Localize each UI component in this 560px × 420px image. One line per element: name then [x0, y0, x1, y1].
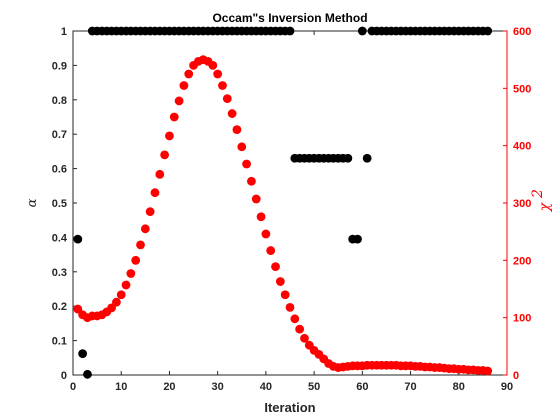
- chi2-point: [141, 224, 150, 233]
- left-y-tick-label: 0.1: [52, 336, 67, 348]
- chi2-point: [165, 132, 174, 141]
- left-y-tick-label: 0.8: [52, 95, 67, 107]
- chi2-point: [208, 61, 217, 70]
- chi2-point: [151, 188, 160, 197]
- chi2-point: [213, 70, 222, 79]
- chi2-point: [228, 109, 237, 118]
- chi2-point: [175, 97, 184, 106]
- chi2-point: [180, 81, 189, 90]
- alpha-point: [363, 154, 372, 163]
- left-y-tick-label: 0.5: [52, 198, 67, 210]
- left-y-axis-label: α: [25, 198, 40, 207]
- chi2-point: [126, 269, 135, 278]
- right-y-tick-label: 600: [513, 26, 531, 38]
- right-y-tick-label: 0: [513, 370, 519, 382]
- chi2-point: [252, 195, 261, 204]
- chi2-point: [112, 298, 121, 307]
- alpha-point: [343, 154, 352, 163]
- chi2-point: [160, 150, 169, 159]
- chi2-point: [155, 170, 164, 179]
- alpha-point: [483, 27, 492, 36]
- chi2-point: [286, 303, 295, 312]
- alpha-point: [358, 27, 367, 36]
- x-tick-label: 60: [356, 381, 368, 393]
- left-y-tick-label: 1: [61, 26, 67, 38]
- chi2-point: [131, 256, 140, 265]
- left-y-tick-label: 0.6: [52, 164, 67, 176]
- chi2-point: [261, 230, 270, 239]
- right-y-tick-label: 400: [513, 141, 531, 153]
- left-y-tick-label: 0.7: [52, 129, 67, 141]
- chi2-point: [237, 142, 246, 151]
- x-tick-label: 20: [163, 381, 175, 393]
- chi2-point: [242, 160, 251, 169]
- chi2-point: [247, 177, 256, 186]
- chi2-point: [136, 240, 145, 249]
- alpha-point: [73, 235, 82, 244]
- chi2-point: [276, 277, 285, 286]
- plot-frame: [73, 31, 507, 375]
- chi2-point: [483, 367, 492, 376]
- x-axis-label: Iteration: [264, 400, 315, 415]
- right-y-tick-label: 200: [513, 255, 531, 267]
- right-y-axis-label-main: χ: [537, 201, 553, 212]
- chi2-point: [266, 246, 275, 255]
- left-y-tick-label: 0.4: [52, 232, 68, 244]
- x-tick-label: 10: [115, 381, 127, 393]
- chi2-point: [257, 212, 266, 221]
- alpha-point: [286, 27, 295, 36]
- right-y-tick-label: 300: [513, 198, 531, 210]
- left-y-tick-label: 0.2: [52, 301, 67, 313]
- chi2-point: [170, 113, 179, 122]
- right-y-tick-label: 500: [513, 83, 531, 95]
- left-y-tick-label: 0: [61, 370, 67, 382]
- x-tick-label: 80: [453, 381, 465, 393]
- chi2-point: [290, 314, 299, 323]
- x-tick-label: 70: [404, 381, 416, 393]
- right-y-tick-label: 100: [513, 313, 531, 325]
- left-y-tick-label: 0.9: [52, 60, 67, 72]
- right-y-axis-label: χ 2: [530, 189, 553, 212]
- chi2-point: [117, 290, 126, 299]
- chi2-point: [281, 290, 290, 299]
- left-y-tick-label: 0.3: [52, 267, 67, 279]
- x-tick-label: 50: [308, 381, 320, 393]
- alpha-point: [353, 235, 362, 244]
- chi2-point: [271, 262, 280, 271]
- chart-title: Occam"s Inversion Method: [212, 11, 367, 25]
- alpha-point: [78, 349, 87, 358]
- chi2-point: [184, 70, 193, 79]
- chi2-point: [146, 207, 155, 216]
- chi2-point: [218, 81, 227, 90]
- alpha-point: [83, 370, 92, 379]
- chi2-point: [223, 94, 232, 103]
- chi2-point: [122, 281, 131, 290]
- chi2-point: [233, 125, 242, 134]
- x-tick-label: 40: [260, 381, 272, 393]
- x-tick-label: 30: [212, 381, 224, 393]
- x-tick-label: 90: [501, 381, 513, 393]
- chi2-point: [295, 325, 304, 334]
- x-tick-label: 0: [70, 381, 76, 393]
- right-y-axis-label-superscript: 2: [530, 189, 546, 199]
